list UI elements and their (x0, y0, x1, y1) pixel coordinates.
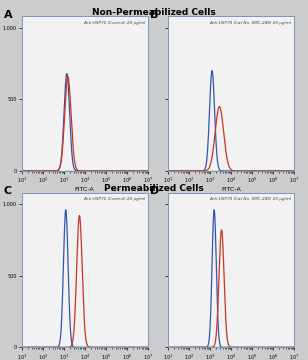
X-axis label: FITC-A: FITC-A (75, 186, 95, 192)
Text: Anti-HSP70 (Cat No. SMC-249) 20 μg/ml: Anti-HSP70 (Cat No. SMC-249) 20 μg/ml (210, 21, 292, 25)
Text: A: A (4, 10, 13, 20)
Text: Anti-HSP70 (Control) 20 μg/ml: Anti-HSP70 (Control) 20 μg/ml (83, 197, 145, 201)
X-axis label: FITC-A: FITC-A (221, 186, 241, 192)
Text: Anti-HSP70 (Cat No. SMC-249) 20 μg/ml: Anti-HSP70 (Cat No. SMC-249) 20 μg/ml (210, 197, 292, 201)
Text: Anti-HSP70 (Control) 20 μg/ml: Anti-HSP70 (Control) 20 μg/ml (83, 21, 145, 25)
Y-axis label: Count: Count (0, 261, 1, 279)
Text: D: D (150, 186, 160, 197)
Y-axis label: Count: Count (0, 84, 1, 103)
Text: B: B (150, 10, 159, 20)
Text: C: C (4, 186, 12, 197)
Text: Non-Permeabilized Cells: Non-Permeabilized Cells (92, 8, 216, 17)
Text: Permeabilized Cells: Permeabilized Cells (104, 184, 204, 193)
